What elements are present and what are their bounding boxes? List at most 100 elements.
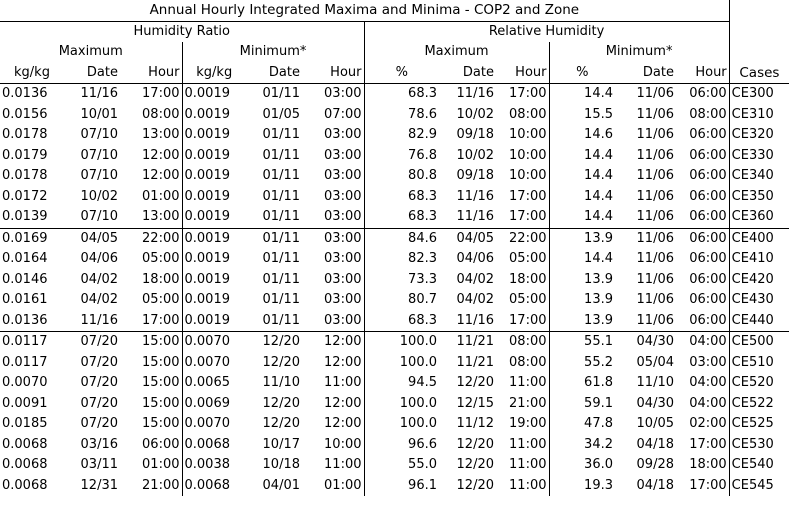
rh-min-value: 55.1 [548, 331, 615, 353]
hr-max-hour: 17:00 [142, 86, 180, 102]
rh-max-value: 68.3 [363, 83, 439, 105]
rh-min-date: 11/06 [636, 188, 674, 204]
case-id: CE430 [728, 290, 789, 311]
rh-min-date: 10/05 [636, 416, 674, 432]
rh-min-value: 13.9 [548, 290, 615, 311]
hr-min-date: 01/11 [262, 251, 300, 267]
hr-min-hour: 03:00 [324, 292, 362, 308]
hr-min-hour: 03:00 [324, 188, 362, 204]
hr-min-hour: 03:00 [324, 230, 362, 246]
hr-max-hour: 15:00 [142, 375, 180, 391]
hr-min-value: 0.0019 [181, 207, 246, 229]
hr-max-date: 07/20 [80, 395, 118, 411]
case-id: CE340 [728, 166, 789, 187]
hr-max-hour: 05:00 [142, 292, 180, 308]
hr-min-date: 12/20 [262, 416, 300, 432]
rh-min-value: 36.0 [548, 455, 615, 476]
table-row: 0.0156 10/01 08:00 0.0019 01/05 07:00 78.6 10/0… [0, 104, 789, 125]
rh-maximum-header: Maximum [363, 42, 549, 63]
hr-min-hour: 03:00 [324, 147, 362, 163]
hr-max-value: 0.0136 [0, 310, 64, 332]
rh-min-value: 14.4 [548, 83, 615, 105]
hr-min-hour: 03:00 [324, 86, 362, 102]
hr-max-value: 0.0070 [2, 375, 48, 391]
hr-min-date: 01/11 [246, 207, 302, 229]
table-row: 0.0136 11/16 17:00 0.0019 01/11 03:00 68.3 11/1… [0, 310, 789, 332]
hr-max-value: 0.0179 [2, 147, 48, 163]
rh-max-hour: 18:00 [509, 271, 547, 287]
hr-max-date: 04/06 [80, 251, 118, 267]
hr-max-hour: 22:00 [142, 230, 180, 246]
rh-max-hour: 11:00 [509, 457, 547, 473]
rh-max-date: 04/05 [456, 230, 494, 246]
hr-max-date: 04/02 [80, 271, 118, 287]
case-id: CE540 [728, 455, 789, 476]
rh-max-hour: 17:00 [509, 188, 547, 204]
case-id: CE330 [728, 145, 789, 166]
hr-max-value: 0.0156 [2, 106, 48, 122]
hr-max-date: 07/20 [80, 375, 118, 391]
hr-max-hour: 06:00 [142, 436, 180, 452]
hr-max-value: 0.0185 [2, 416, 48, 432]
hr-max-date: 03/16 [80, 436, 118, 452]
rh-max-value: 100.0 [363, 393, 439, 414]
rh-max-date: 11/21 [456, 354, 494, 370]
rh-max-date: 11/16 [456, 86, 494, 102]
rh-max-date: 12/20 [456, 457, 494, 473]
rh-min-hour: 08:00 [689, 106, 727, 122]
hr-min-date: 01/11 [262, 188, 300, 204]
rh-max-hour: 21:00 [509, 395, 547, 411]
hr-max-value: 0.0068 [2, 436, 48, 452]
rh-min-hour: 17:00 [689, 477, 727, 493]
rh-min-hour: 06:00 [689, 127, 727, 143]
hr-min-date: 12/20 [262, 334, 300, 350]
case-id: CE400 [728, 228, 789, 249]
rh-max-date: 04/02 [456, 292, 494, 308]
hr-max-value: 0.0178 [2, 127, 48, 143]
rh-max-date: 11/16 [439, 310, 496, 332]
relative-humidity-header: Relative Humidity [363, 21, 730, 42]
hr-max-hour: 05:00 [142, 251, 180, 267]
hr-min-value: 0.0019 [181, 310, 246, 332]
hr-max-hour: 18:00 [142, 271, 180, 287]
hr-max-date: 04/05 [80, 230, 118, 246]
rh-min-hour: 02:00 [689, 416, 727, 432]
hr-min-date: 01/11 [262, 230, 300, 246]
rh-min-value: 13.9 [548, 228, 615, 249]
hr-min-hour: 11:00 [324, 457, 362, 473]
hr-max-date: 11/16 [64, 310, 120, 332]
rh-max-value: 94.5 [363, 373, 439, 394]
rh-max-date: 12/20 [456, 477, 494, 493]
rh-max-date: 12/20 [456, 375, 494, 391]
table-row: 0.0164 04/06 05:00 0.0019 01/11 03:00 82.3 04/0… [0, 249, 789, 270]
rh-min-hour: 06:00 [689, 168, 727, 184]
hr-min-hour: 01:00 [324, 477, 362, 493]
rh-min-date: 11/06 [615, 207, 676, 229]
hr-min-value: 0.0019 [181, 166, 246, 187]
hr-min-value: 0.0070 [181, 331, 246, 353]
rh-max-value: 55.0 [363, 455, 439, 476]
hr-min-date: 01/11 [262, 86, 300, 102]
rh-min-hour: 06:00 [689, 230, 727, 246]
rh-max-hour: 19:00 [509, 416, 547, 432]
rh-min-hour: 04:00 [689, 375, 727, 391]
hr-min-value: 0.0019 [181, 228, 246, 249]
hr-max-date: 11/16 [80, 86, 118, 102]
case-id: CE410 [728, 249, 789, 270]
rh-min-hour: 03:00 [689, 354, 727, 370]
hr-min-date: 12/20 [262, 354, 300, 370]
table-row: 0.0139 07/10 13:00 0.0019 01/11 03:00 68.3 11/1… [0, 207, 789, 229]
rh-min-date: 11/06 [636, 106, 674, 122]
rh-min-hour: 06:00 [689, 188, 727, 204]
hr-max-date: 07/20 [80, 416, 118, 432]
hr-min-date-unit: Date [246, 62, 302, 84]
rh-max-value: 80.8 [363, 166, 439, 187]
rh-min-date: 04/18 [636, 436, 674, 452]
table-row: 0.0185 07/20 15:00 0.0070 12/20 12:00 100.0 11/… [0, 414, 789, 435]
hr-min-hour: 10:00 [324, 436, 362, 452]
rh-max-value-unit: % [363, 62, 439, 84]
rh-max-date: 11/16 [439, 207, 496, 229]
rh-min-hour: 06:00 [689, 251, 727, 267]
rh-max-hour: 10:00 [509, 127, 547, 143]
